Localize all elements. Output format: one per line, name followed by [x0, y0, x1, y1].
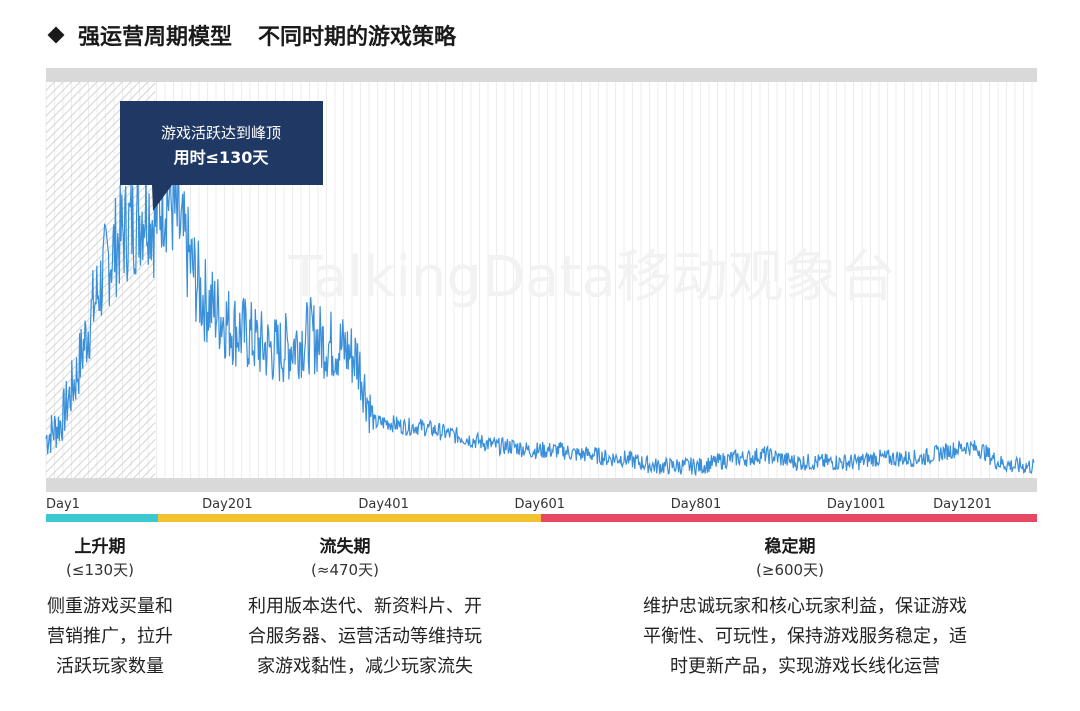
phase-churn-desc-line: 家游戏黏性，减少玩家流失: [257, 656, 473, 677]
phase-rise-desc-line: 营销推广，拉升: [47, 626, 173, 647]
phase-bar-churn: [158, 514, 541, 522]
x-tick-label: Day1001: [827, 497, 886, 512]
phase-stable-duration: (≥600天): [756, 561, 824, 579]
x-tick-label: Day201: [202, 497, 252, 512]
x-tick-label: Day801: [671, 497, 721, 512]
phase-stable-desc-line: 时更新产品，实现游戏长线化运营: [670, 656, 940, 677]
phase-churn-duration: (≈470天): [311, 561, 379, 579]
phase-rise-desc-line: 侧重游戏买量和: [47, 596, 173, 617]
phase-churn-desc: 利用版本迭代、新资料片、开 合服务器、运营活动等维持玩 家游戏黏性，减少玩家流失: [205, 592, 525, 682]
phase-rise: 上升期 (≤130天): [40, 532, 160, 580]
phase-churn: 流失期 (≈470天): [285, 532, 405, 580]
phase-churn-name: 流失期: [319, 537, 371, 557]
page-title-row: 强运营周期模型 不同时期的游戏策略: [47, 18, 457, 52]
x-tick-label: Day401: [358, 497, 408, 512]
watermark-text: TalkingData移动观象台: [287, 245, 896, 310]
phase-rise-name: 上升期: [74, 537, 126, 557]
phase-rise-duration: (≤130天): [66, 561, 134, 579]
series-line: [45, 145, 1035, 477]
x-axis-band: [46, 478, 1037, 492]
phase-churn-desc-line: 合服务器、运营活动等维持玩: [248, 626, 482, 647]
phase-bar-stable: [541, 514, 1037, 522]
peak-callout-line1: 游戏活跃达到峰顶: [161, 124, 281, 142]
chart-top-band: [46, 68, 1037, 82]
phase-bar-rise: [46, 514, 158, 522]
page-subtitle: 不同时期的游戏策略: [258, 25, 457, 50]
x-tick-label: Day601: [515, 497, 565, 512]
activity-line-chart: TalkingData移动观象台 Day1 Day201 Day401 Day601 Da…: [45, 68, 1037, 512]
peak-callout-box: [120, 101, 323, 185]
peak-callout-line2: 用时≤130天: [174, 148, 270, 167]
phase-rise-desc: 侧重游戏买量和 营销推广，拉升 活跃玩家数量: [20, 592, 200, 682]
x-tick-label: Day1201: [933, 497, 992, 512]
phase-stable: 稳定期 (≥600天): [730, 532, 850, 580]
phase-churn-desc-line: 利用版本迭代、新资料片、开: [248, 596, 482, 617]
phase-stable-desc-line: 平衡性、可玩性，保持游戏服务稳定，适: [643, 626, 967, 647]
phase-stable-name: 稳定期: [764, 537, 816, 557]
phase-stable-desc: 维护忠诚玩家和核心玩家利益，保证游戏 平衡性、可玩性，保持游戏服务稳定，适 时更…: [585, 592, 1025, 682]
x-tick-label: Day1: [46, 497, 80, 512]
peak-callout-pointer: [152, 185, 172, 211]
phase-rise-desc-line: 活跃玩家数量: [56, 656, 164, 677]
page-title: 强运营周期模型: [78, 25, 233, 50]
phase-stable-desc-line: 维护忠诚玩家和核心玩家利益，保证游戏: [643, 596, 967, 617]
